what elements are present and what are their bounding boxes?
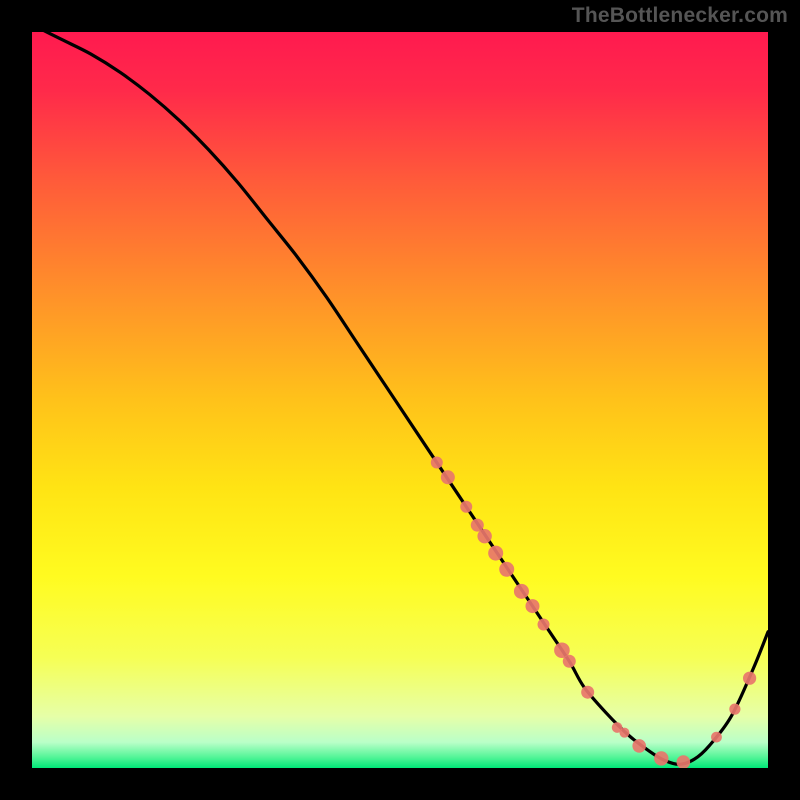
- gradient-background: [32, 32, 768, 768]
- plot-area: [32, 32, 768, 768]
